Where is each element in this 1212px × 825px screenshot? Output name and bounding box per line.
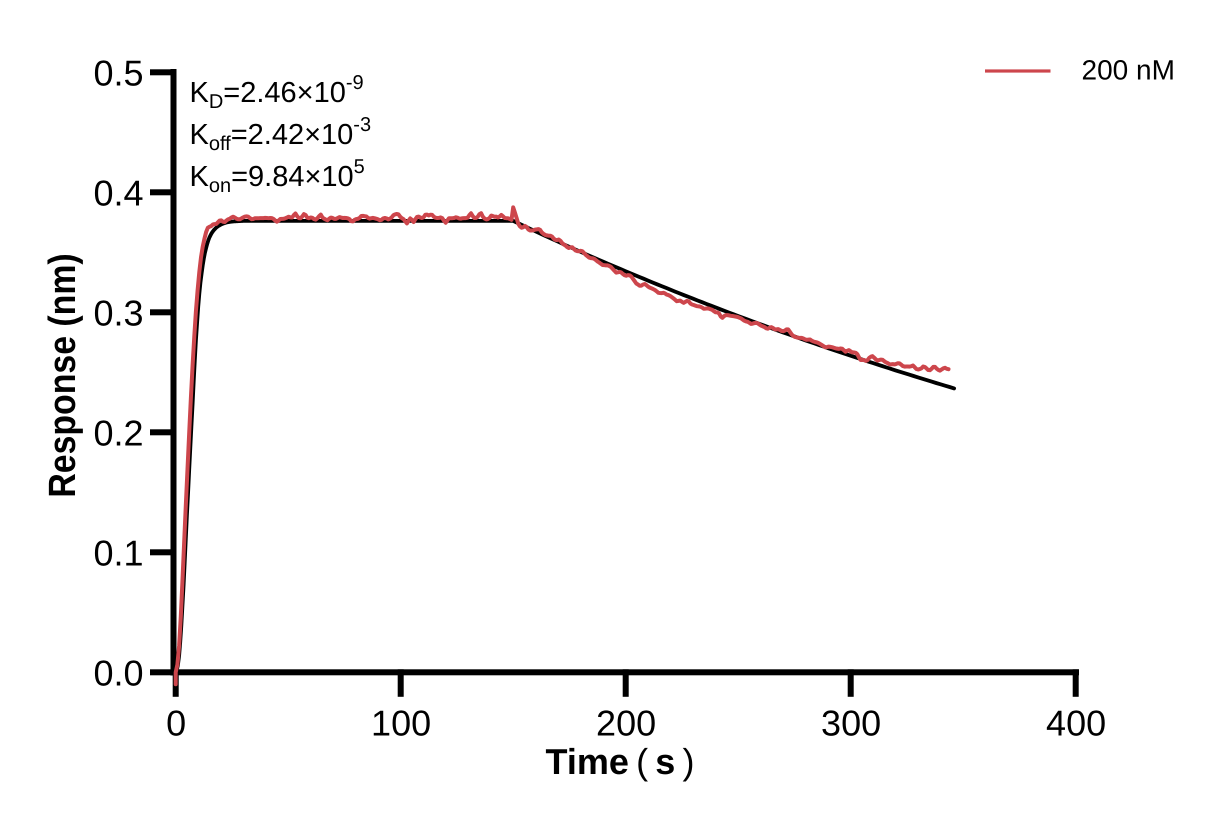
svg-text:Response (nm): Response (nm) [42, 253, 84, 497]
svg-text:0.3: 0.3 [93, 292, 143, 333]
svg-text:0: 0 [166, 703, 186, 744]
svg-text:Koff=2.42×10-3: Koff=2.42×10-3 [190, 114, 372, 155]
svg-text:KD=2.46×10-9: KD=2.46×10-9 [190, 72, 364, 113]
svg-text:Time ( s ): Time ( s ) [545, 741, 694, 782]
svg-text:200 nM: 200 nM [1082, 54, 1175, 85]
svg-text:0.2: 0.2 [93, 412, 143, 453]
svg-text:0.0: 0.0 [93, 652, 143, 693]
svg-text:100: 100 [371, 703, 431, 744]
svg-text:200: 200 [596, 703, 656, 744]
svg-text:0.4: 0.4 [93, 172, 143, 213]
svg-text:300: 300 [821, 703, 881, 744]
svg-text:Kon=9.84×105: Kon=9.84×105 [190, 156, 365, 197]
svg-text:0.1: 0.1 [93, 532, 143, 573]
svg-text:400: 400 [1046, 703, 1106, 744]
svg-text:0.5: 0.5 [93, 52, 143, 93]
